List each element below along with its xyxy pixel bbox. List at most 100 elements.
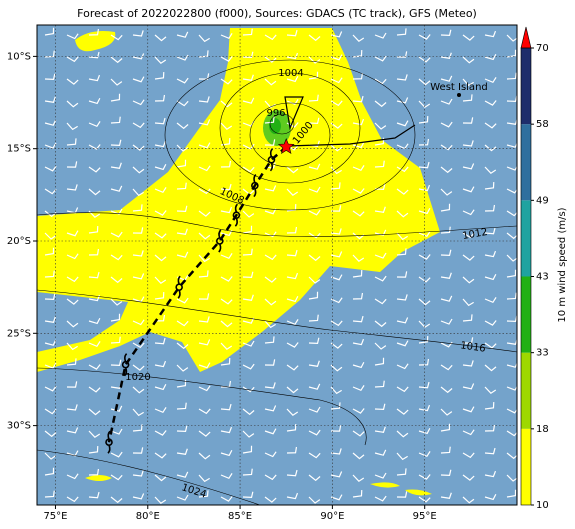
wind-barb bbox=[330, 342, 343, 349]
wind-barb bbox=[220, 496, 233, 502]
wind-barb bbox=[396, 188, 409, 195]
colorbar-segment bbox=[521, 200, 531, 277]
wind-barb bbox=[198, 73, 210, 80]
wind-barb bbox=[506, 95, 517, 103]
wind-barb bbox=[286, 226, 298, 234]
wind-barb bbox=[154, 314, 166, 322]
wind-barb bbox=[352, 118, 365, 126]
wind-barb bbox=[242, 97, 255, 104]
wind-barb bbox=[374, 160, 385, 168]
wind-barb bbox=[308, 232, 321, 239]
y-tick-label: 15°S bbox=[7, 144, 31, 155]
wind-barb bbox=[352, 141, 365, 149]
wind-barb bbox=[176, 448, 188, 455]
wind-barb bbox=[154, 56, 167, 64]
wind-barb bbox=[264, 428, 277, 435]
wind-barb bbox=[176, 31, 189, 38]
isobar bbox=[37, 212, 517, 237]
wind-barb bbox=[176, 364, 189, 372]
wind-barb bbox=[66, 404, 78, 411]
wind-barb bbox=[44, 119, 57, 126]
wind-barb bbox=[484, 227, 496, 235]
wind-barb bbox=[44, 188, 57, 195]
wind-barb bbox=[286, 75, 299, 83]
wind-barb bbox=[264, 320, 276, 329]
wind-barb bbox=[242, 225, 253, 234]
wind-barb bbox=[418, 56, 431, 63]
wind-barb bbox=[110, 428, 123, 435]
wind-barb bbox=[440, 166, 453, 174]
isobar-label: 1016 bbox=[460, 340, 487, 354]
wind-barb bbox=[220, 78, 233, 85]
wind-barb bbox=[330, 448, 342, 455]
storm-symbol bbox=[232, 203, 241, 227]
wind-barb bbox=[176, 205, 188, 213]
wind-barb bbox=[44, 73, 56, 81]
wind-barb bbox=[132, 273, 145, 280]
wind-barb bbox=[264, 78, 277, 86]
wind-barb bbox=[462, 117, 474, 124]
wind-barb bbox=[242, 51, 254, 59]
wind-barb bbox=[396, 120, 409, 127]
wind-barb bbox=[110, 451, 123, 458]
isobar-label: 1012 bbox=[462, 227, 489, 242]
wind-barb bbox=[88, 317, 101, 325]
wind-barb bbox=[220, 100, 233, 108]
wind-barb bbox=[242, 317, 255, 324]
wind-barb bbox=[484, 30, 497, 38]
colorbar-tick-label: 33 bbox=[536, 348, 549, 359]
wind-barb bbox=[66, 320, 79, 328]
wind-barb bbox=[110, 162, 122, 169]
wind-barb bbox=[242, 445, 253, 454]
wind-barb bbox=[308, 429, 321, 436]
wind-barb bbox=[66, 230, 79, 237]
wind-barb bbox=[154, 383, 167, 391]
wind-barb bbox=[154, 72, 165, 80]
wind-barb bbox=[110, 78, 123, 86]
wind-barb bbox=[352, 408, 365, 414]
wind-barb bbox=[396, 248, 407, 256]
wind-barb bbox=[308, 209, 321, 216]
wind-barb bbox=[352, 490, 363, 498]
wind-barb bbox=[88, 386, 101, 393]
wind-barb bbox=[396, 271, 408, 278]
wind-barb bbox=[44, 452, 57, 460]
wind-barb bbox=[484, 182, 495, 190]
wind-barb bbox=[176, 471, 189, 478]
wind-barb bbox=[66, 122, 78, 131]
wind-barb bbox=[264, 56, 277, 63]
wind-barb bbox=[462, 406, 475, 413]
wind-barb bbox=[220, 138, 231, 146]
wind-barb bbox=[264, 34, 277, 41]
wind-barb bbox=[418, 474, 431, 480]
wind-barb bbox=[88, 468, 100, 476]
wind-barb bbox=[154, 407, 167, 414]
wind-barb bbox=[44, 293, 56, 301]
isobar-label: 996 bbox=[266, 108, 285, 119]
wind-barb bbox=[286, 492, 299, 500]
wind-barb bbox=[308, 56, 321, 64]
wind-barb bbox=[352, 385, 365, 392]
colorbar-label: 10 m wind speed (m/s) bbox=[557, 207, 568, 322]
isobar bbox=[37, 367, 367, 446]
wind-barb bbox=[264, 451, 277, 458]
wind-barb bbox=[286, 342, 299, 348]
wind-barb bbox=[330, 77, 343, 84]
wind-barb bbox=[88, 51, 100, 59]
wind-barb bbox=[330, 274, 343, 281]
wind-barb bbox=[374, 183, 386, 191]
wind-barb bbox=[242, 340, 255, 347]
wind-barb bbox=[198, 119, 211, 126]
colorbar-segment bbox=[521, 124, 531, 201]
wind-barb bbox=[396, 386, 409, 393]
wind-barb bbox=[66, 253, 79, 260]
isobar bbox=[249, 102, 331, 168]
wind-barb bbox=[440, 423, 451, 432]
wind-barb bbox=[88, 294, 101, 302]
wind-barb bbox=[176, 144, 189, 152]
wind-barb bbox=[264, 336, 275, 344]
wind-barb bbox=[198, 385, 211, 392]
wind-barb bbox=[330, 205, 342, 212]
wind-barb bbox=[44, 232, 57, 240]
wind-barb bbox=[330, 425, 342, 432]
